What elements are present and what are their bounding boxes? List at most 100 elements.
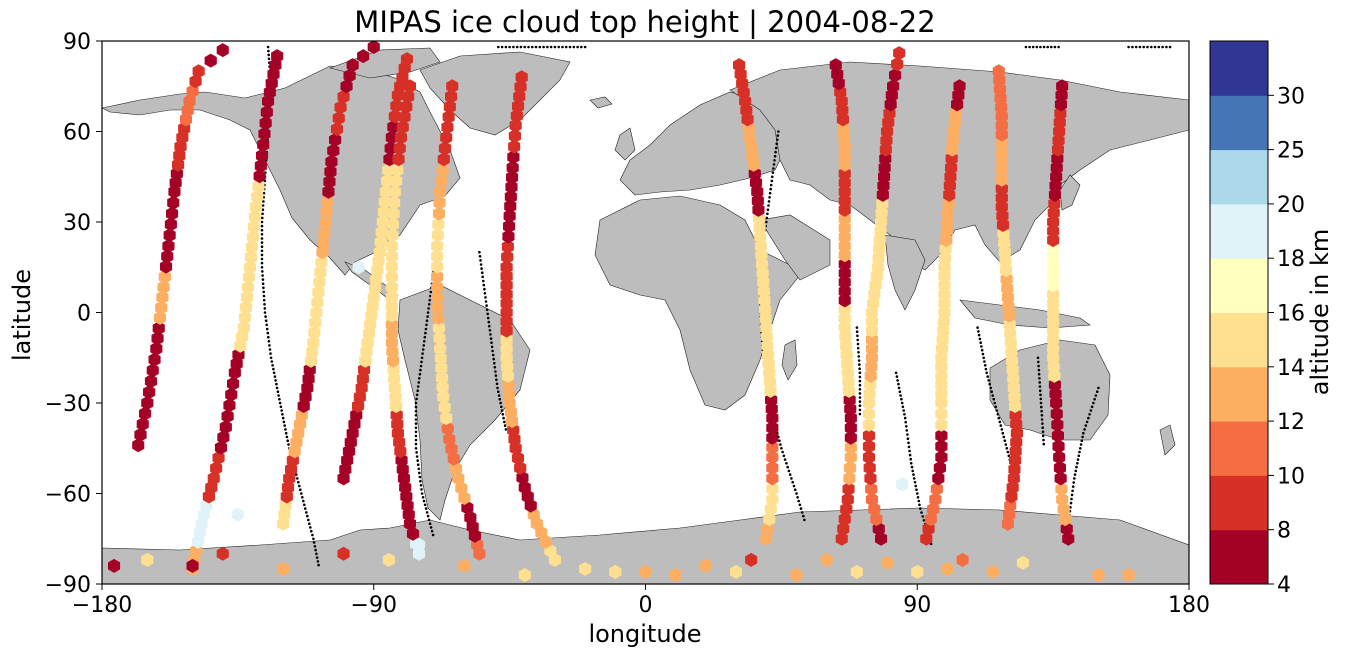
clear-sky-dot bbox=[1053, 45, 1057, 49]
cloud-marker bbox=[872, 251, 885, 266]
cloud-marker bbox=[500, 341, 513, 356]
cloud-marker bbox=[865, 492, 878, 507]
cloud-marker bbox=[609, 564, 622, 579]
clear-sky-dot bbox=[419, 479, 422, 483]
clear-sky-dot bbox=[311, 533, 314, 537]
clear-sky-dot bbox=[1084, 424, 1088, 427]
cloud-marker bbox=[935, 359, 948, 374]
cloud-marker bbox=[212, 450, 225, 465]
y-axis-label: latitude bbox=[8, 269, 36, 361]
clear-sky-dot bbox=[316, 560, 320, 563]
cloud-marker bbox=[431, 290, 444, 305]
colorbar-tick-label: 20 bbox=[1277, 193, 1305, 218]
clear-sky-dot bbox=[905, 425, 908, 428]
clear-sky-dot bbox=[485, 304, 488, 307]
cloud-marker bbox=[385, 290, 398, 305]
cloud-marker bbox=[875, 215, 888, 229]
clear-sky-dot bbox=[800, 511, 804, 514]
clear-sky-dot bbox=[297, 480, 300, 484]
cloud-marker bbox=[938, 305, 951, 320]
cloud-marker bbox=[210, 461, 223, 476]
clear-sky-dot bbox=[301, 496, 304, 499]
clear-sky-dot bbox=[1153, 45, 1157, 49]
cloud-marker bbox=[838, 184, 851, 199]
cloud-marker bbox=[762, 356, 775, 371]
cloud-marker bbox=[315, 255, 328, 270]
clear-sky-dot bbox=[1075, 465, 1078, 469]
cloud-marker bbox=[445, 89, 458, 104]
clear-sky-dot bbox=[1057, 45, 1060, 49]
clear-sky-dot bbox=[977, 333, 981, 337]
clear-sky-dot bbox=[485, 308, 489, 312]
cloud-marker bbox=[820, 552, 833, 567]
clear-sky-dot bbox=[564, 45, 568, 49]
cloud-marker bbox=[431, 259, 444, 274]
clear-sky-dot bbox=[1037, 368, 1041, 372]
clear-sky-dot bbox=[907, 441, 910, 445]
clear-sky-dot bbox=[1097, 386, 1100, 390]
cloud-marker bbox=[935, 350, 948, 365]
clear-sky-dot bbox=[1077, 454, 1081, 458]
cloud-marker bbox=[500, 305, 513, 320]
cloud-marker bbox=[1047, 287, 1060, 302]
cloud-marker bbox=[387, 217, 400, 232]
clear-sky-dot bbox=[1087, 416, 1090, 420]
cloud-marker bbox=[431, 269, 444, 284]
clear-sky-dot bbox=[414, 434, 418, 438]
clear-sky-dot bbox=[484, 300, 488, 303]
clear-sky-dot bbox=[487, 320, 491, 324]
clear-sky-dot bbox=[494, 370, 497, 373]
clear-sky-dot bbox=[267, 53, 271, 57]
cloud-marker bbox=[244, 250, 257, 265]
clear-sky-dot bbox=[414, 438, 418, 442]
cloud-marker bbox=[385, 335, 398, 350]
clear-sky-dot bbox=[557, 45, 560, 49]
cloud-marker bbox=[373, 245, 386, 260]
cloud-marker bbox=[838, 293, 851, 308]
colorbar-band bbox=[1210, 421, 1268, 476]
clear-sky-dot bbox=[422, 344, 426, 347]
clear-sky-dot bbox=[491, 349, 494, 353]
cloud-marker bbox=[352, 260, 365, 275]
clear-sky-dot bbox=[420, 356, 424, 360]
cloud-marker bbox=[505, 180, 518, 194]
cloud-marker bbox=[515, 70, 528, 85]
cloud-marker bbox=[217, 430, 230, 445]
clear-sky-tracks bbox=[260, 45, 1172, 567]
cloud-marker bbox=[227, 376, 240, 391]
cloud-marker bbox=[437, 390, 450, 404]
cloud-marker bbox=[389, 390, 402, 404]
cloud-marker bbox=[441, 120, 454, 135]
clear-sky-dot bbox=[414, 409, 418, 413]
clear-sky-dot bbox=[780, 447, 783, 450]
clear-sky-dot bbox=[1042, 438, 1045, 442]
clear-sky-dot bbox=[1080, 439, 1084, 443]
landmass-north-america bbox=[102, 65, 461, 276]
clear-sky-dot bbox=[1082, 431, 1085, 435]
cloud-marker bbox=[433, 331, 446, 346]
cloud-marker bbox=[1047, 332, 1060, 347]
cloud-marker bbox=[938, 278, 951, 293]
clear-sky-dot bbox=[916, 492, 919, 495]
cloud-marker bbox=[148, 352, 161, 367]
clear-sky-dot bbox=[783, 458, 787, 461]
clear-sky-dot bbox=[305, 511, 308, 514]
clear-sky-dot bbox=[416, 459, 420, 462]
cloud-marker bbox=[938, 287, 951, 302]
clear-sky-dot bbox=[918, 503, 921, 507]
clear-sky-dot bbox=[858, 379, 862, 383]
clear-sky-dot bbox=[484, 296, 487, 299]
cloud-marker bbox=[1016, 555, 1029, 570]
cloud-marker bbox=[756, 266, 769, 281]
clear-sky-dot bbox=[296, 477, 299, 480]
cloud-marker bbox=[500, 278, 513, 293]
cloud-marker bbox=[1052, 439, 1065, 454]
clear-sky-dot bbox=[284, 431, 288, 435]
clear-sky-dot bbox=[774, 146, 778, 150]
x-tick-label: 0 bbox=[639, 593, 653, 618]
clear-sky-dot bbox=[315, 556, 319, 559]
clear-sky-dot bbox=[858, 412, 862, 416]
clear-sky-dot bbox=[269, 356, 273, 360]
cloud-marker bbox=[376, 215, 389, 229]
